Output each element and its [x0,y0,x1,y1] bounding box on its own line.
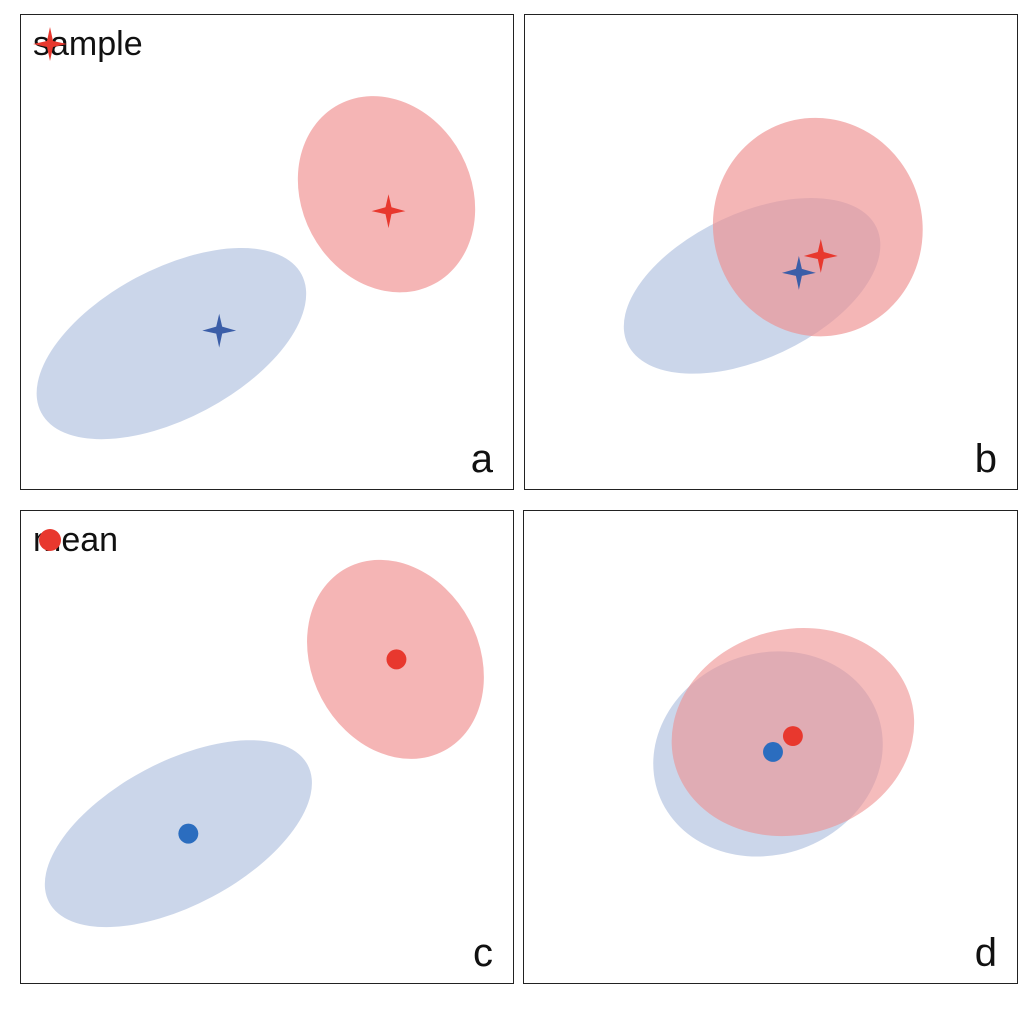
dot-legend-icon [39,529,61,551]
red-mean-dot [782,726,803,747]
panel-label-a: a [470,437,493,481]
panel-d-diagram [653,628,915,857]
panel-c-diagram [44,559,484,928]
panel-b: b [524,14,1018,490]
panel-c: mean c [20,510,514,984]
panel-label-d: d [974,931,997,975]
star-legend-icon [33,27,67,61]
red-sample-star [803,239,838,273]
red-distribution-ellipse [297,96,476,293]
panel-b-diagram [623,117,923,374]
blue-distribution-ellipse [36,248,307,440]
blue-mean-dot [178,823,199,844]
panel-a: sample a [20,14,514,490]
blue-sample-star [202,313,237,348]
legend-sample: sample [33,27,143,61]
blue-mean-dot [763,742,783,762]
panel-label-b: b [974,437,997,481]
panel-d: d [523,510,1018,984]
red-distribution-ellipse [712,117,923,337]
panel-label-c: c [473,931,493,975]
panel-a-diagram [36,96,476,440]
red-sample-star [371,194,406,229]
blue-sample-star [781,255,816,290]
red-mean-dot [386,649,407,670]
legend-mean: mean [33,523,118,557]
